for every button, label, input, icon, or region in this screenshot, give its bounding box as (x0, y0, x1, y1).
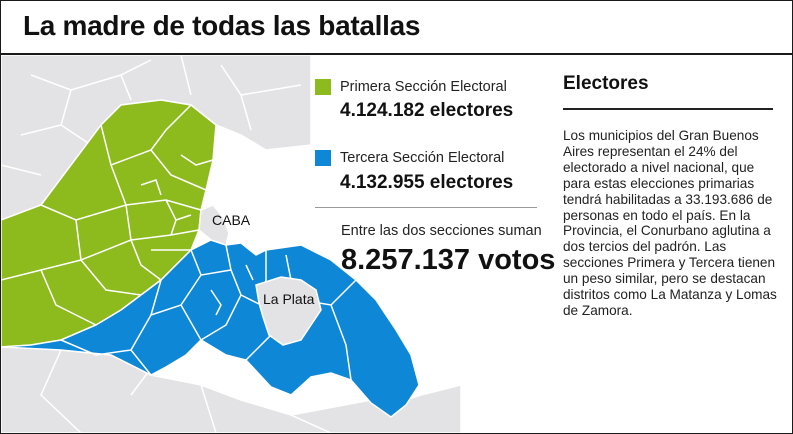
legend-value-primera: 4.124.182 electores (340, 100, 514, 121)
legend-swatch-tercera (315, 150, 331, 166)
sum-caption: Entre las dos secciones suman (341, 223, 542, 239)
legend-label-tercera: Tercera Sección Electoral (340, 150, 505, 166)
sidebar-body: Los municipios del Gran Buenos Aires rep… (563, 128, 777, 318)
legend-divider (315, 207, 537, 208)
map-region-la-plata (255, 276, 322, 346)
sidebar-rule (563, 108, 773, 110)
map-label-la-plata: La Plata (263, 291, 315, 307)
page-title: La madre de todas las batallas (23, 10, 421, 41)
legend-label-primera: Primera Sección Electoral (340, 79, 507, 95)
title-bar: La madre de todas las batallas (1, 1, 792, 55)
legend-swatch-primera (315, 79, 331, 95)
legend-item-primera: Primera Sección Electoral (315, 79, 507, 95)
electoral-map: CABA La Plata (1, 54, 462, 433)
sum-value: 8.257.137 votos (341, 244, 556, 276)
map-label-caba: CABA (212, 212, 251, 228)
map-svg (1, 54, 462, 433)
legend-value-tercera: 4.132.955 electores (340, 172, 514, 193)
map-region-caba (198, 204, 230, 246)
legend-item-tercera: Tercera Sección Electoral (315, 150, 504, 166)
sidebar-heading: Electores (563, 73, 649, 94)
map-boundaries (1, 54, 302, 433)
map-region-tercera (1, 239, 420, 418)
map-boundaries-primera (1, 104, 214, 326)
